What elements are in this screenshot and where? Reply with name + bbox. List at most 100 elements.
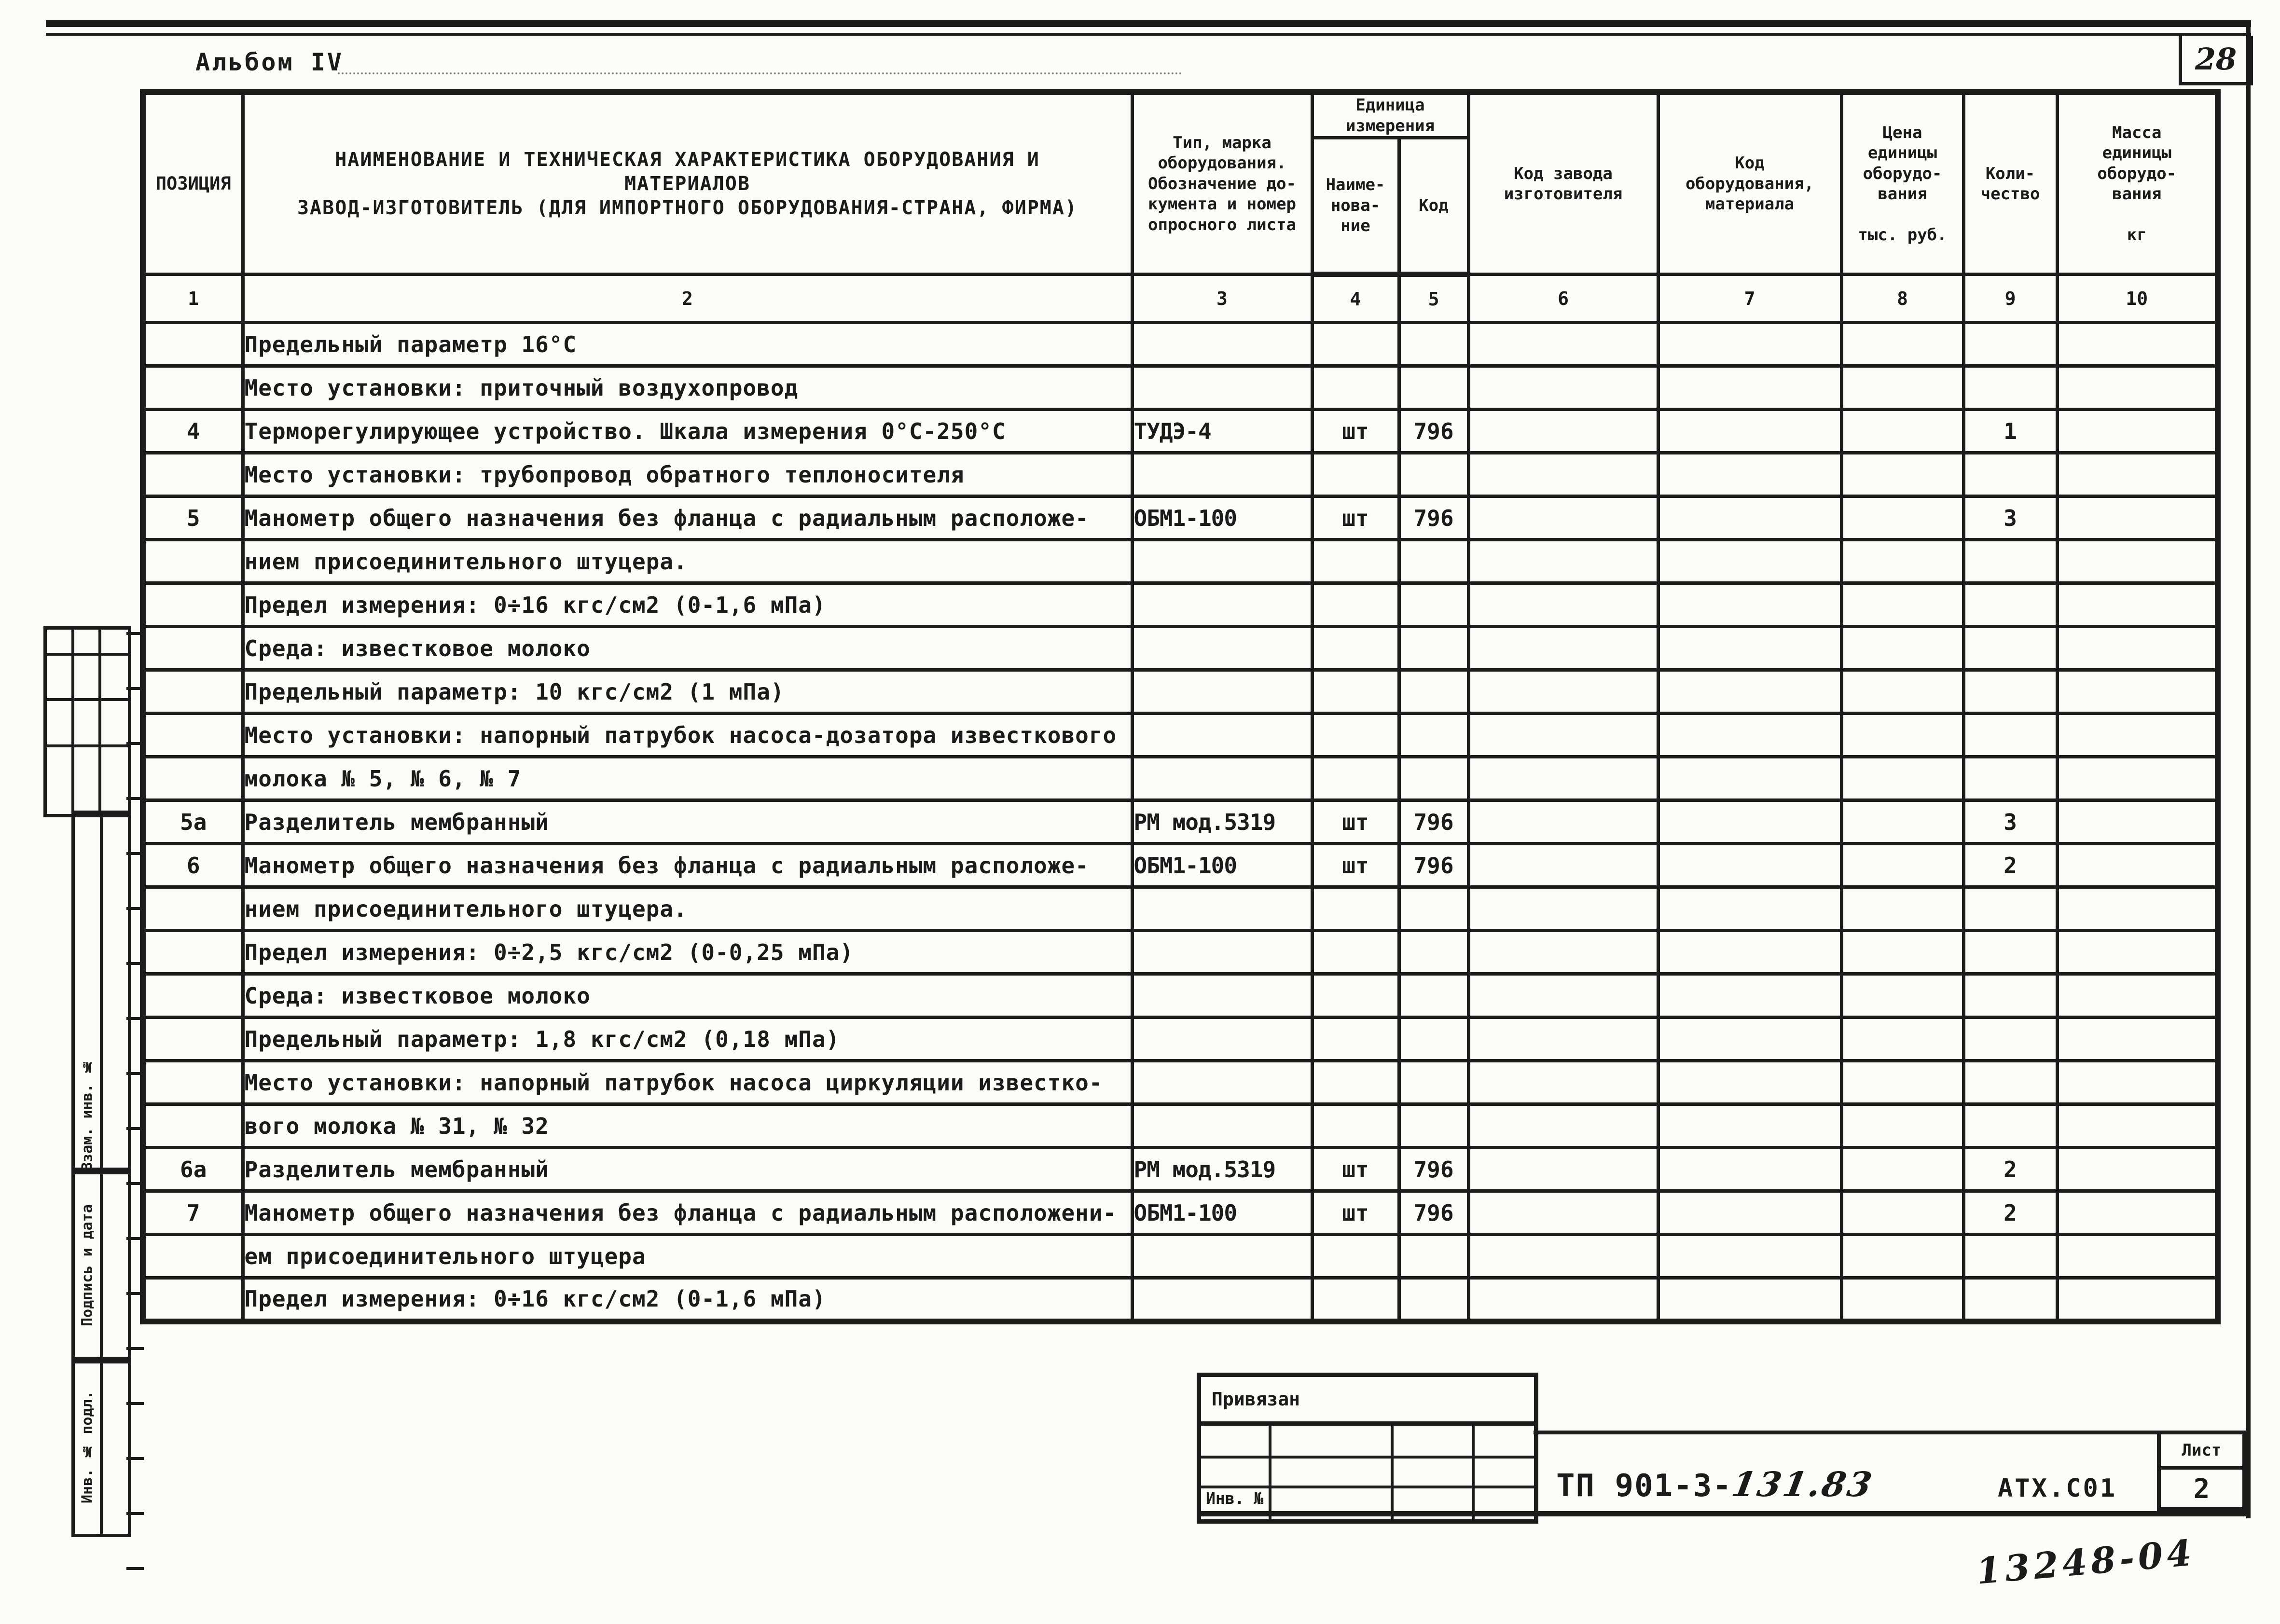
table-cell: РМ мод.5319 [1130,798,1314,845]
table-cell: Среда: известковое молоко [241,972,1134,1019]
header-quantity: Коли- чество [1962,90,2059,276]
table-cell [1656,538,1843,585]
table-cell: 6 [141,842,245,889]
table-cell [1466,712,1660,758]
table-cell [1839,408,1965,454]
table-cell [1310,364,1401,411]
table-cell [1962,929,2059,976]
table-cell [1839,1102,1965,1149]
table-cell [2055,364,2220,411]
table-cell: Манометр общего назначения без фланца с … [241,842,1134,889]
table-cell [1656,625,1843,672]
table-row: Предел измерения: 0÷16 кгс/см2 (0-1,6 мП… [141,1276,2220,1323]
table-cell [1962,712,2059,758]
table-cell [141,712,245,758]
right-frame-line [2246,20,2251,1518]
header-price: Цена единицы оборудо- вания тыс. руб. [1839,90,1965,276]
sheet-number-box: Лист 2 [2157,1431,2246,1511]
dotted-rule [338,72,1182,74]
table-cell [1397,1016,1470,1062]
table-row: 6 Манометр общего назначения без фланца с… [141,842,2220,889]
table-cell [1466,1016,1660,1062]
margin-box-podpis: Подпись и дата [71,1168,131,1363]
table-cell [1656,1233,1843,1280]
table-cell [1130,885,1314,932]
table-cell: 796 [1397,1189,1470,1236]
table-cell: Разделитель мембранный [241,798,1134,845]
table-cell: шт [1310,1146,1401,1193]
column-number: 9 [1962,273,2059,324]
table-row: вого молока № 31, № 32 [141,1102,2220,1149]
table-cell [2055,668,2220,715]
header-unit-code: Код [1397,136,1470,277]
table-cell: 3 [1962,798,2059,845]
handwritten-note: 13248-04 [1975,1532,2197,1593]
table-cell: 3 [1962,495,2059,541]
table-cell [1656,929,1843,976]
table-cell [1962,1016,2059,1062]
table-cell [1130,712,1314,758]
table-cell [1839,1146,1965,1193]
table-cell: 1 [1962,408,2059,454]
spec-table-body: Предельный параметр 16°С Место установки:… [141,321,2220,1323]
table-cell [1397,712,1470,758]
table-cell [141,625,245,672]
table-cell [1310,1233,1401,1280]
table-cell: 2 [1962,1189,2059,1236]
table-cell [1656,972,1843,1019]
table-cell [1466,538,1660,585]
table-cell [1962,755,2059,802]
table-cell [1466,364,1660,411]
table-cell [2055,929,2220,976]
table-cell [1130,1102,1314,1149]
table-cell [1466,581,1660,628]
table-cell [1839,581,1965,628]
table-cell [2055,1059,2220,1106]
column-number: 8 [1839,273,1965,324]
column-number: 7 [1656,273,1843,324]
album-title: Альбом IV [195,48,344,76]
table-row: нием присоединительного штуцера. [141,885,2220,932]
table-cell [1839,321,1965,368]
header-mass: Масса единицы оборудо- вания кг [2055,90,2220,276]
column-number: 3 [1130,273,1314,324]
table-cell [1839,364,1965,411]
table-row: Среда: известковое молоко [141,625,2220,672]
table-cell [1466,1102,1660,1149]
table-cell [1656,712,1843,758]
table-row: нием присоединительного штуцера. [141,538,2220,585]
table-cell [1962,1276,2059,1323]
table-cell: 796 [1397,495,1470,541]
table-cell: 5 [141,495,245,541]
table-cell [1466,495,1660,541]
table-cell [141,538,245,585]
table-cell [1839,668,1965,715]
table-row: молока № 5, № 6, № 7 [141,755,2220,802]
table-cell [1397,1276,1470,1323]
top-border-line [46,20,2251,27]
table-cell: Среда: известковое молоко [241,625,1134,672]
table-cell [1130,929,1314,976]
table-cell [1397,538,1470,585]
table-cell [141,1016,245,1062]
table-cell [1397,364,1470,411]
table-cell [2055,885,2220,932]
table-cell [1839,625,1965,672]
table-cell: 6а [141,1146,245,1193]
column-number: 5 [1397,273,1470,324]
table-cell [1130,625,1314,672]
table-cell [1656,1276,1843,1323]
title-strip-bottom-line [1197,1511,2246,1516]
table-cell [1656,364,1843,411]
table-cell [1962,668,2059,715]
table-cell [1397,1059,1470,1106]
table-row: Место установки: напорный патрубок насос… [141,712,2220,758]
table-cell [1839,538,1965,585]
table-cell [1466,1189,1660,1236]
table-cell [1130,364,1314,411]
table-cell: 2 [1962,842,2059,889]
column-number: 1 [141,273,245,324]
table-cell [1656,1102,1843,1149]
table-cell [1466,755,1660,802]
margin-box-inv: Инв. № подл. [71,1357,131,1537]
